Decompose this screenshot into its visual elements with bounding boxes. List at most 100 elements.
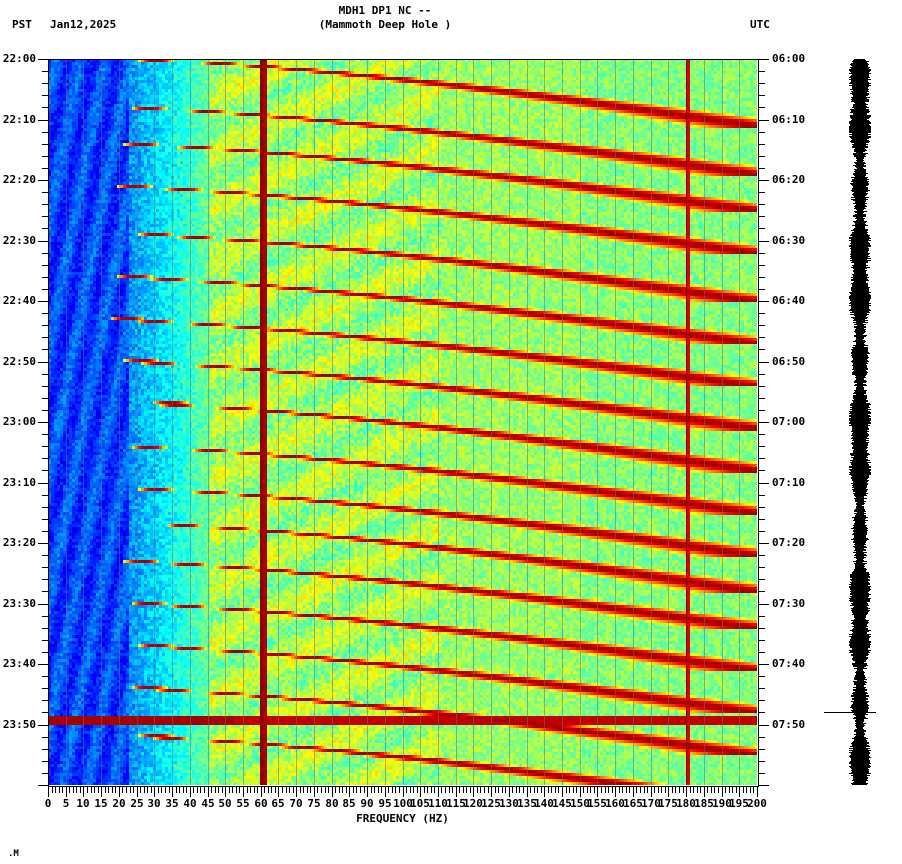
y-axis-minor-tick-left [42,773,48,774]
x-axis-minor-tick [410,787,411,793]
x-axis-label: 175 [658,797,678,810]
y-axis-minor-tick-right [759,107,765,108]
y-axis-minor-tick-right [759,325,765,326]
y-axis-label-right: 07:30 [772,596,806,610]
y-axis-minor-tick-left [42,737,48,738]
x-axis-tick [420,787,421,797]
x-axis-label: 60 [254,797,268,810]
y-axis-minor-tick-left [42,519,48,520]
x-axis-label: 120 [463,797,483,810]
x-axis-label: 70 [289,797,303,810]
x-axis-minor-tick [498,787,499,793]
x-axis-minor-tick [569,787,570,793]
x-axis-minor-tick [505,787,506,793]
y-axis-minor-tick-right [759,386,765,387]
y-axis-tick-left [38,301,48,302]
header-date: Jan12,2025 [50,18,117,31]
x-axis-minor-tick [626,787,627,793]
y-axis-label-right: 07:20 [772,536,806,549]
x-axis-minor-tick [250,787,251,793]
x-axis-minor-tick [445,787,446,793]
x-axis-minor-tick [679,787,680,793]
x-axis-minor-tick [161,787,162,793]
y-axis-minor-tick-left [42,71,48,72]
x-axis-minor-tick [466,787,467,793]
x-axis-minor-tick [91,787,92,793]
y-axis-minor-tick-left [42,555,48,556]
x-axis-minor-tick [658,787,659,793]
x-axis-minor-tick [693,787,694,793]
x-axis-minor-tick [325,787,326,793]
x-axis-minor-tick [495,787,496,793]
y-axis-minor-tick-left [42,616,48,617]
x-axis-minor-tick [388,787,389,793]
x-axis-tick [243,787,244,797]
x-axis-label: 160 [605,797,625,810]
x-axis-label: 25 [130,797,144,810]
waveform-time-marker [824,712,876,713]
x-axis-minor-tick [672,787,673,793]
y-axis-tick-right [759,785,769,786]
y-axis-minor-tick-left [42,688,48,689]
y-axis-minor-tick-right [759,277,765,278]
x-axis-minor-tick [594,787,595,793]
x-axis-minor-tick [140,787,141,793]
y-axis-minor-tick-left [42,192,48,193]
x-axis-minor-tick [665,787,666,793]
x-axis-label: 135 [517,797,537,810]
y-axis-tick-left [38,604,48,605]
y-axis-label-left: 22:10 [2,112,36,126]
x-axis-minor-tick [183,787,184,793]
y-axis-minor-tick-right [759,616,765,617]
y-axis-minor-tick-left [42,216,48,217]
x-axis-minor-tick [406,787,407,793]
x-axis-label: 85 [342,797,356,810]
x-axis-minor-tick [566,787,567,793]
x-axis-minor-tick [690,787,691,793]
x-axis-minor-tick [654,787,655,793]
y-axis-minor-tick-left [42,204,48,205]
x-axis-minor-tick [115,787,116,793]
x-axis-minor-tick [622,787,623,793]
x-axis-tick [722,787,723,797]
x-axis-minor-tick [126,787,127,793]
y-axis-minor-tick-left [42,228,48,229]
x-axis-minor-tick [204,787,205,793]
x-axis-tick [580,787,581,797]
spectrogram-heatmap [48,59,757,785]
y-axis-minor-tick-right [759,398,765,399]
y-axis-minor-tick-left [42,95,48,96]
x-axis-minor-tick [573,787,574,793]
y-axis-label-right: 06:10 [772,112,806,126]
x-axis-minor-tick [530,787,531,793]
y-axis-label-left: 23:40 [2,657,36,670]
spectrogram-plot[interactable] [48,59,757,785]
x-axis-minor-tick [675,787,676,793]
x-axis-minor-tick [108,787,109,793]
x-axis-tick [633,787,634,797]
x-axis-minor-tick [640,787,641,793]
y-axis-minor-tick-left [42,652,48,653]
x-axis-minor-tick [612,787,613,793]
x-axis-minor-tick [342,787,343,793]
x-axis-label: 115 [446,797,466,810]
x-axis-minor-tick [707,787,708,793]
x-axis-minor-tick [374,787,375,793]
x-axis-minor-tick [232,787,233,793]
y-axis-minor-tick-right [759,95,765,96]
x-axis-tick [686,787,687,797]
x-axis-tick [367,787,368,797]
x-axis-label: 155 [587,797,607,810]
x-axis-minor-tick [73,787,74,793]
y-axis-label-right: 07:40 [772,657,806,670]
y-axis-tick-left [38,120,48,121]
x-axis-minor-tick [69,787,70,793]
y-axis-tick-right [759,180,769,181]
x-axis-minor-tick [59,787,60,793]
x-axis-minor-tick [346,787,347,793]
y-axis-label-right: 07:00 [772,415,806,428]
y-axis-minor-tick-right [759,628,765,629]
y-axis-minor-tick-right [759,567,765,568]
y-axis-minor-tick-left [42,144,48,145]
y-axis-minor-tick-left [42,132,48,133]
